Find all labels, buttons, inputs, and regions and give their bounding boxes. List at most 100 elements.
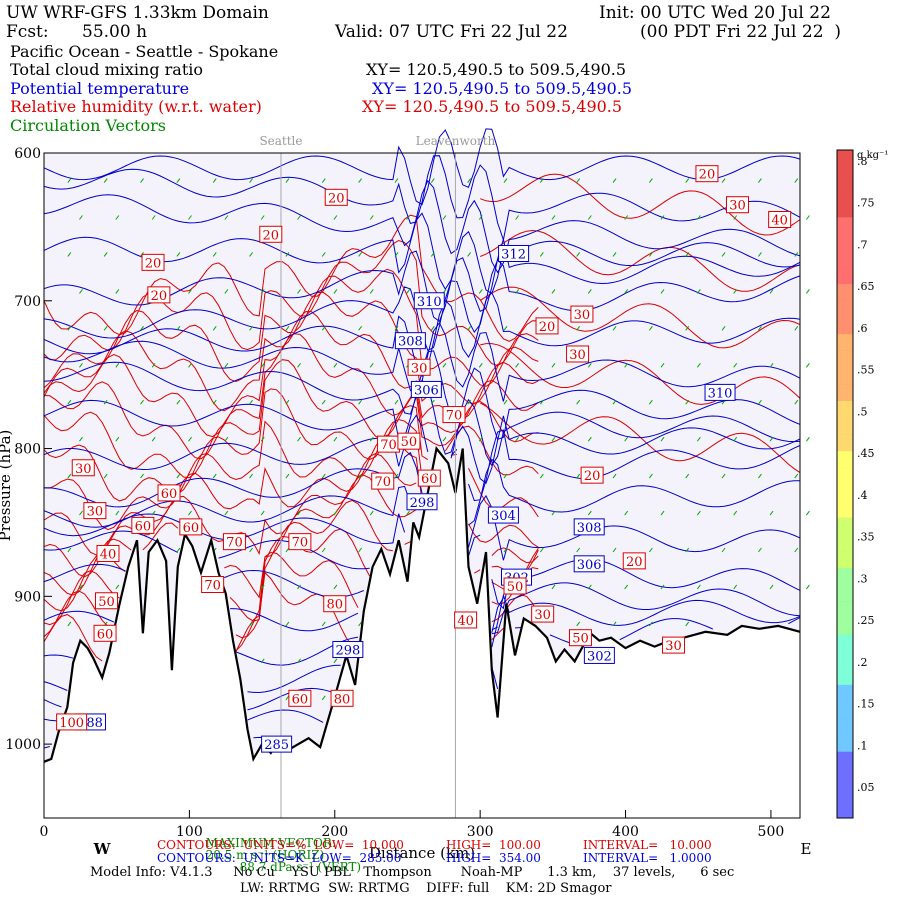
rh-contour-label: 70 — [204, 579, 221, 594]
forecast-label: Fcst: — [6, 24, 49, 41]
valid-time: Valid: 07 UTC Fri 22 Jul 22 — [335, 24, 568, 41]
field-theta-name: Potential temperature — [10, 81, 189, 97]
colorbar-cell — [837, 534, 853, 551]
colorbar-level-label: .15 — [857, 698, 875, 711]
rh-contour-label: 30 — [87, 505, 104, 520]
colorbar-cell — [837, 584, 853, 601]
colorbar-cell — [837, 634, 853, 651]
theta-contour-label: 310 — [417, 295, 442, 310]
rh-contour-label: 100 — [59, 716, 84, 731]
rh-contour-label: 70 — [446, 409, 463, 424]
rh-contour-label: 20 — [328, 191, 345, 206]
y-tick-label: 1000 — [5, 737, 41, 753]
colorbar-cell — [837, 317, 853, 334]
colorbar-cell — [837, 300, 853, 317]
rh-contour-label: 50 — [401, 435, 418, 450]
colorbar-cell — [837, 601, 853, 618]
physics-info: LW: RRTMG SW: RRTMG DIFF: full KM: 2D Sm… — [240, 882, 612, 895]
colorbar-level-label: .4 — [857, 489, 868, 502]
colorbar-cell — [837, 501, 853, 518]
theta-contour-label: 298 — [410, 496, 435, 511]
x-tick-label: 500 — [758, 824, 785, 840]
theta-contour-label: 298 — [335, 644, 360, 659]
y-tick-label: 600 — [14, 146, 41, 162]
rh-contour-label: 80 — [326, 598, 343, 613]
colorbar-cell — [837, 384, 853, 401]
colorbar-cell — [837, 167, 853, 184]
x-axis-west-label: W — [93, 840, 112, 858]
colorbar-level-label: .8 — [857, 155, 868, 168]
colorbar-level-label: .65 — [857, 280, 875, 293]
colorbar-level-label: .25 — [857, 614, 875, 627]
rh-contour-label: 70 — [374, 475, 391, 490]
colorbar-cell — [837, 334, 853, 351]
rh-contour-label: 40 — [100, 547, 117, 562]
colorbar-level-label: .6 — [857, 322, 868, 335]
colorbar-cell — [837, 367, 853, 384]
theta-contour-label: 285 — [264, 738, 289, 753]
colorbar-cell — [837, 250, 853, 267]
colorbar-level-label: .75 — [857, 197, 875, 210]
rh-contour-label: 20 — [145, 256, 162, 271]
colorbar-cell — [837, 467, 853, 484]
colorbar-cell — [837, 217, 853, 234]
th-contour-units: CONTOURS: UNITS=K LOW= 285.00 — [157, 852, 401, 864]
rh-contour-label: 40 — [457, 614, 474, 629]
rh-contour-label: 30 — [75, 462, 92, 477]
rh-contour-label: 20 — [263, 228, 280, 243]
rh-contour-label: 40 — [771, 214, 788, 229]
rh-contour-label: 70 — [292, 536, 309, 551]
colorbar-cell — [837, 785, 853, 802]
colorbar-cell — [837, 401, 853, 418]
wind-vector — [806, 437, 809, 441]
rh-contour-label: 20 — [626, 555, 643, 570]
colorbar-cell — [837, 350, 853, 367]
colorbar-level-label: .1 — [857, 739, 868, 752]
x-tick-label: 0 — [40, 824, 49, 840]
theta-contour-label: 310 — [708, 386, 733, 401]
rh-contour-label: 60 — [97, 627, 114, 642]
colorbar-cell — [837, 451, 853, 468]
field-rh-xy: XY= 120.5,490.5 to 509.5,490.5 — [362, 99, 622, 115]
rh-contour-label: 30 — [411, 361, 428, 376]
theta-contour-label: 308 — [398, 335, 423, 350]
rh-contour-label: 80 — [334, 692, 351, 707]
wind-vector — [806, 363, 809, 367]
colorbar-level-label: .7 — [857, 238, 868, 251]
rh-contour-label: 60 — [161, 487, 178, 502]
model-title: UW WRF-GFS 1.33km Domain — [6, 5, 269, 22]
rh-contour-label: 30 — [534, 608, 551, 623]
x-axis-east-label: E — [801, 840, 812, 858]
field-rh-name: Relative humidity (w.r.t. water) — [10, 99, 262, 115]
rh-contour-interval: INTERVAL= 10.000 — [583, 839, 712, 851]
colorbar-level-label: .35 — [857, 531, 875, 544]
theta-contour-label: 308 — [577, 521, 602, 536]
colorbar-cell — [837, 267, 853, 284]
colorbar-level-label: .05 — [857, 781, 875, 794]
colorbar-cell — [837, 568, 853, 585]
rh-contour-label: 20 — [151, 289, 168, 304]
colorbar-cell — [837, 150, 853, 167]
theta-contour-label: 304 — [491, 509, 516, 524]
rh-contour-label: 50 — [98, 595, 115, 610]
wind-vector — [806, 511, 809, 515]
rh-contour-label: 60 — [183, 521, 200, 536]
colorbar-cell — [837, 551, 853, 568]
theta-contour-label: 312 — [501, 247, 526, 262]
colorbar-cell — [837, 517, 853, 534]
y-tick-label: 700 — [14, 294, 41, 310]
rh-contour-units: CONTOURS: UNITS=% LOW= 10.000 — [157, 839, 404, 851]
th-contour-interval: INTERVAL= 1.0000 — [583, 852, 712, 864]
rh-contour-label: 20 — [699, 168, 716, 183]
rh-contour-label: 30 — [665, 639, 682, 654]
colorbar-cell — [837, 735, 853, 752]
theta-contour-label: 306 — [414, 383, 439, 398]
wind-vector — [806, 216, 809, 220]
field-cloud-name: Total cloud mixing ratio — [10, 62, 203, 78]
colorbar-cell — [837, 484, 853, 501]
rh-contour-label: 20 — [539, 320, 556, 335]
place-marker-label: Seattle — [259, 134, 302, 148]
field-theta-xy: XY= 120.5,490.5 to 509.5,490.5 — [372, 81, 632, 97]
colorbar-cell — [837, 801, 853, 818]
colorbar-cell — [837, 768, 853, 785]
